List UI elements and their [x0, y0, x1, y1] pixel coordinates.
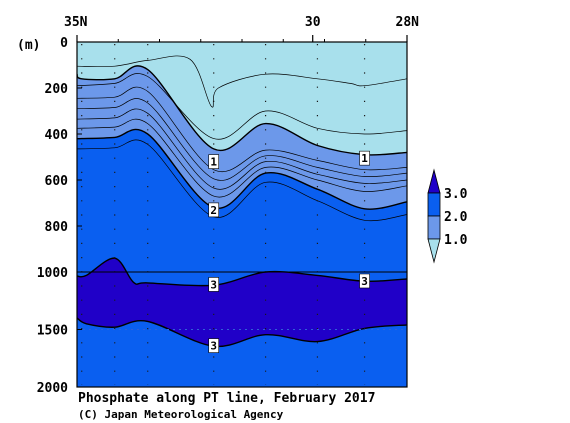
colorbar-segment — [427, 192, 441, 217]
contour-label: 1 — [361, 152, 368, 165]
contour-label: 3 — [210, 340, 217, 353]
contour-line-c3-upper — [76, 257, 408, 287]
fine-contour-line — [76, 108, 408, 190]
fine-contour-line — [76, 86, 408, 172]
fine-contour-line — [76, 139, 408, 222]
y-tick-label: 400 — [45, 128, 69, 143]
y-tick-label: 800 — [45, 220, 69, 235]
contour-label-box — [208, 338, 220, 353]
fine-contour-line — [76, 55, 408, 108]
contour-label-box — [359, 273, 370, 289]
plot-frame — [76, 35, 408, 388]
colorbar-bottom-arrow — [427, 238, 441, 264]
region-above-3 — [77, 258, 407, 347]
colorbar-label: 3.0 — [444, 187, 468, 202]
contour-label-box — [359, 150, 370, 166]
y-tick-label: 0 — [60, 36, 68, 51]
colorbar-top-arrow — [427, 168, 441, 194]
contour-label: 2 — [210, 204, 217, 217]
colorbar: 3.0 2.0 1.0 — [427, 168, 468, 264]
colorbar-label: 1.0 — [444, 233, 468, 248]
fine-contour-line — [76, 73, 408, 140]
contour-labels: 1 1 2 3 3 3 — [208, 150, 370, 353]
axis-labels: 35N 30 28N 0 200 400 600 800 1000 1500 2000 (m) — [17, 15, 419, 396]
contour-line-c1-0 — [76, 65, 408, 156]
y-tick-label: 2000 — [37, 381, 68, 396]
x-tick-label: 28N — [396, 15, 420, 30]
chart-credit: (C) Japan Meteorological Agency — [78, 408, 284, 421]
contour-label: 3 — [210, 278, 217, 291]
colorbar-label: 2.0 — [444, 210, 468, 225]
contour-label-box — [208, 277, 220, 292]
y-tick-label: 200 — [45, 82, 69, 97]
y-tick-label: 1000 — [37, 266, 68, 281]
x-tick-label: 30 — [305, 15, 321, 30]
colorbar-segment — [427, 215, 441, 240]
plot-fills — [77, 42, 407, 387]
fine-contour-line — [76, 98, 408, 181]
y-tick-label: 600 — [45, 174, 69, 189]
contour-label-box — [208, 202, 220, 218]
contour-label: 1 — [210, 156, 217, 169]
fine-contour-line — [76, 118, 408, 198]
plot-lines — [76, 55, 408, 348]
y-tick-label: 1500 — [37, 324, 68, 339]
y-unit-label: (m) — [17, 38, 40, 53]
contour-label: 3 — [361, 275, 368, 288]
contour-label-box — [208, 154, 220, 169]
chart-title: Phosphate along PT line, February 2017 — [78, 391, 375, 406]
x-tick-label: 35N — [64, 15, 88, 30]
